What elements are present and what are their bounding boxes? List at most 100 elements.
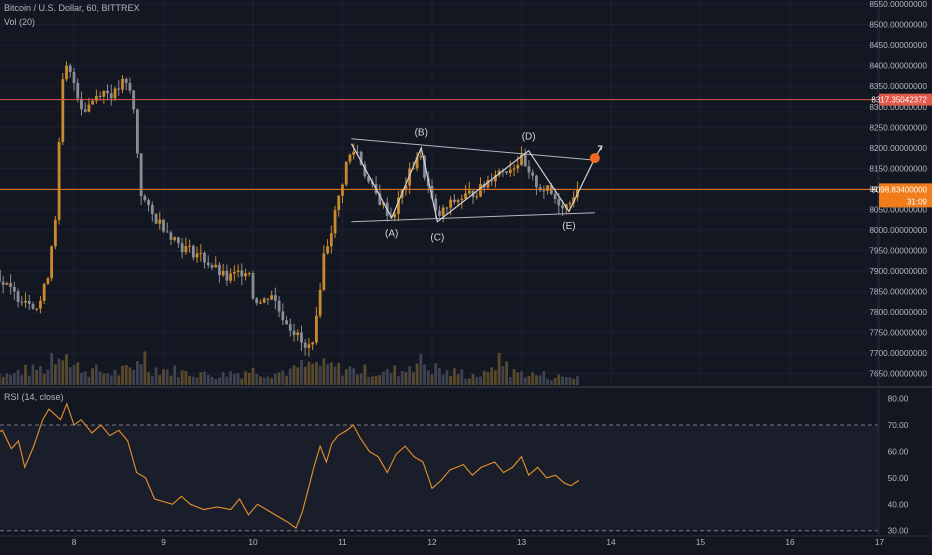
- volume-bar: [523, 377, 527, 385]
- candle: [173, 237, 177, 240]
- time-tick: 16: [785, 537, 795, 547]
- triangle-trendline[interactable]: [351, 212, 595, 223]
- bar-countdown-label: 31:09: [907, 197, 928, 206]
- candle: [363, 164, 367, 177]
- time-tick: 15: [696, 537, 706, 547]
- volume-bar: [0, 373, 1, 385]
- volume-bar: [72, 364, 76, 385]
- price-tick: 7800.00000000: [869, 307, 927, 317]
- candle: [27, 300, 31, 304]
- volume-bar: [65, 354, 68, 385]
- candle: [53, 219, 57, 247]
- volume-bar: [460, 369, 464, 385]
- candle: [24, 300, 27, 303]
- volume-bar: [158, 374, 162, 385]
- volume-bar: [266, 376, 270, 385]
- price-tick: 7950.00000000: [869, 245, 927, 255]
- volume-bar: [9, 374, 13, 385]
- candle: [191, 245, 195, 258]
- candle: [348, 154, 352, 162]
- candle: [65, 65, 68, 80]
- volume-bar: [214, 378, 218, 385]
- candle: [158, 219, 162, 224]
- volume-bar: [218, 377, 221, 385]
- wave-label: (B): [415, 127, 428, 138]
- volume-bar: [318, 365, 322, 385]
- volume-bar: [322, 358, 326, 385]
- volume-bar: [341, 375, 344, 385]
- candle: [568, 203, 572, 205]
- target-marker[interactable]: [589, 153, 600, 164]
- volume-bar: [91, 368, 95, 385]
- volume-bar: [247, 372, 251, 385]
- candle: [221, 270, 225, 276]
- volume-bar: [359, 373, 363, 385]
- volume-bar: [195, 377, 199, 385]
- candle: [337, 195, 341, 211]
- volume-bar: [236, 373, 240, 385]
- volume-bar: [300, 359, 303, 385]
- volume-bar: [273, 373, 277, 385]
- price-tick: 8200.00000000: [869, 143, 927, 153]
- volume-bar: [169, 375, 173, 385]
- volume-bar: [188, 375, 192, 385]
- volume-bar: [162, 369, 165, 385]
- volume-bar: [173, 365, 177, 385]
- candle: [20, 301, 24, 303]
- candle: [218, 264, 221, 276]
- candle: [546, 185, 550, 191]
- elliott-wave-path[interactable]: [350, 143, 596, 223]
- volume-bar: [225, 376, 229, 385]
- volume-bar: [221, 372, 225, 385]
- volume-bar: [479, 376, 482, 385]
- candle: [497, 170, 501, 176]
- candle: [165, 231, 169, 233]
- volume-bar: [16, 369, 20, 385]
- candle: [102, 90, 106, 97]
- volume-legend[interactable]: Vol (20): [4, 17, 36, 27]
- symbol-legend[interactable]: Bitcoin / U.S. Dollar, 60, BITTREX: [4, 3, 140, 13]
- candle: [150, 204, 154, 215]
- time-tick: 13: [517, 537, 527, 547]
- candle: [76, 82, 80, 99]
- volume-bar: [464, 378, 467, 385]
- volume-bar: [307, 361, 311, 385]
- rsi-pane: [0, 388, 878, 536]
- candle: [411, 168, 415, 170]
- time-tick: 9: [161, 537, 166, 547]
- candle: [106, 90, 109, 94]
- rsi-legend[interactable]: RSI (14, close): [4, 392, 64, 402]
- volume-bar: [333, 366, 337, 385]
- volume-bar: [505, 361, 508, 385]
- volume-bar: [572, 378, 576, 385]
- candle: [531, 172, 535, 176]
- candle: [83, 109, 87, 112]
- candle: [415, 157, 419, 169]
- candle: [397, 197, 400, 214]
- candle: [255, 298, 259, 304]
- candle: [419, 155, 423, 158]
- volume-bar: [542, 371, 546, 385]
- volume-bar: [232, 373, 236, 385]
- candle: [16, 291, 20, 302]
- candle: [300, 332, 303, 343]
- volume-bar: [292, 365, 296, 385]
- candle: [57, 141, 61, 220]
- triangle-trendline[interactable]: [351, 138, 595, 161]
- rsi-tick: 80.00: [888, 394, 909, 404]
- time-tick: 14: [606, 537, 616, 547]
- volume-bar: [512, 369, 516, 385]
- volume-bar: [456, 374, 460, 385]
- candle: [42, 283, 46, 301]
- candle: [281, 311, 285, 321]
- candle: [210, 265, 214, 268]
- volume-bar: [561, 376, 564, 385]
- candle: [326, 246, 329, 254]
- candle: [266, 298, 270, 300]
- volume-bar: [329, 362, 333, 385]
- volume-bar: [94, 364, 98, 385]
- volume-bar: [408, 366, 412, 385]
- volume-bar: [467, 378, 471, 385]
- rsi-tick: 60.00: [888, 446, 909, 456]
